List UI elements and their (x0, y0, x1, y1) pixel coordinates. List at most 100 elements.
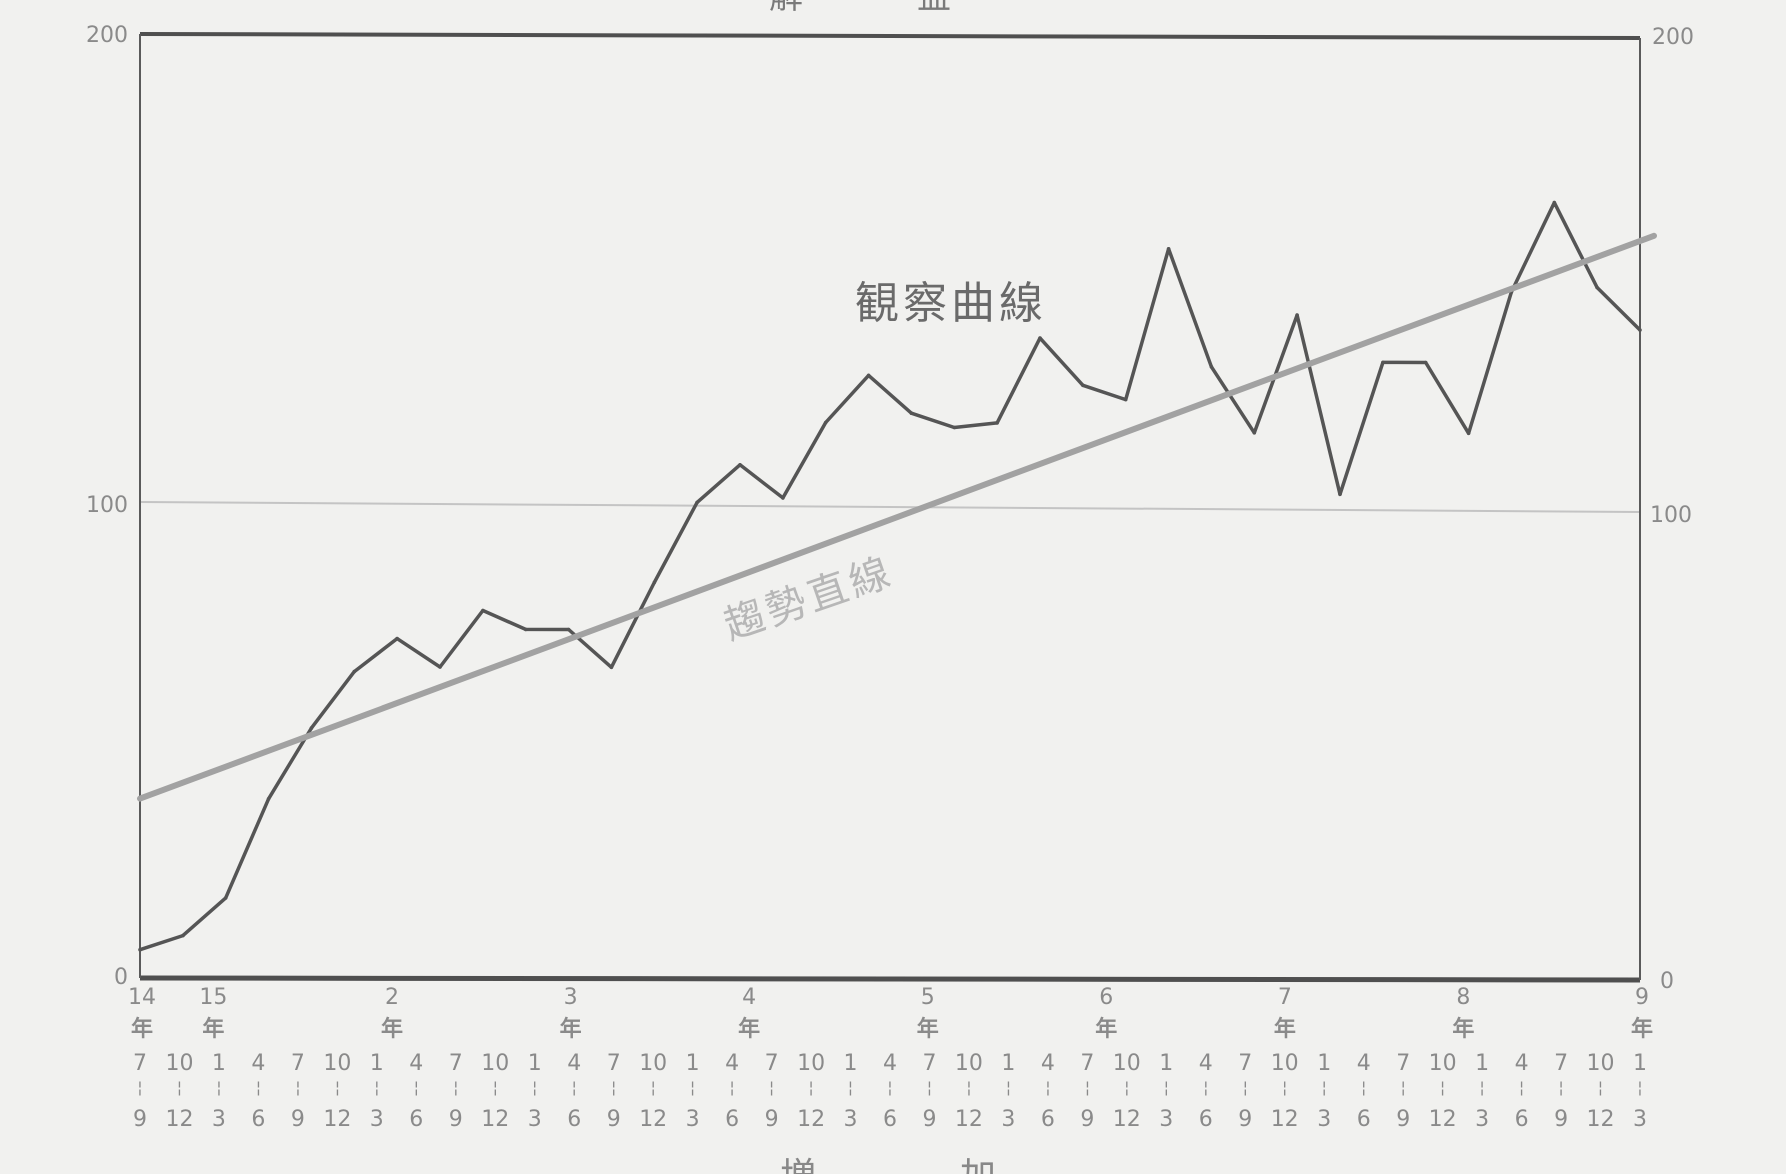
x-quarter-start-label: 1 (1317, 1051, 1331, 1076)
x-quarter-separator: ¦ (729, 1078, 734, 1097)
x-quarter-separator: ¦ (1558, 1078, 1563, 1097)
x-quarter-separator: ¦ (690, 1078, 695, 1097)
x-quarter-end-label: 3 (686, 1107, 700, 1132)
x-quarter-start-label: 7 (765, 1051, 779, 1076)
x-year-label: 5 (921, 985, 935, 1010)
x-quarter-end-label: 9 (449, 1107, 463, 1132)
x-quarter-start-label: 4 (251, 1051, 265, 1076)
x-quarter-start-label: 10 (797, 1051, 825, 1076)
x-quarter-end-label: 9 (133, 1107, 147, 1132)
x-quarter-separator: ¦ (493, 1078, 498, 1097)
x-year-label: 4 (742, 985, 756, 1010)
observed-data-point (266, 797, 271, 801)
x-quarter-end-label: 3 (1633, 1107, 1647, 1132)
x-quarter-start-label: 7 (923, 1051, 937, 1076)
x-quarter-start-label: 1 (1001, 1051, 1015, 1076)
x-quarter-end-label: 6 (883, 1107, 897, 1132)
x-quarter-end-label: 3 (1475, 1107, 1489, 1132)
x-quarter-end-label: 12 (797, 1107, 825, 1132)
x-quarter-separator: ¦ (1519, 1078, 1524, 1097)
plot-frame (139, 32, 1641, 983)
x-quarter-end-label: 6 (1515, 1107, 1529, 1132)
x-quarter-separator: ¦ (1164, 1078, 1169, 1097)
observed-curve-label: 観察曲線 (855, 278, 1047, 329)
x-quarter-separator: ¦ (611, 1078, 616, 1097)
y-tick-label-right: 100 (1650, 503, 1692, 528)
x-quarter-start-label: 10 (955, 1051, 983, 1076)
x-quarter-end-label: 9 (765, 1107, 779, 1132)
x-quarter-start-label: 1 (528, 1051, 542, 1076)
x-year-label: 14 (128, 985, 156, 1010)
y-tick-label: 200 (86, 23, 128, 48)
y-tick-label: 0 (114, 965, 128, 990)
observed-data-point (1595, 285, 1599, 290)
x-quarter-end-label: 3 (370, 1107, 384, 1132)
x-quarter-end-label: 3 (212, 1107, 226, 1132)
x-quarter-end-label: 9 (1396, 1107, 1410, 1132)
observed-data-point (1466, 431, 1471, 436)
x-quarter-start-label: 10 (1429, 1051, 1457, 1076)
x-quarter-separator: ¦ (1045, 1078, 1050, 1097)
x-quarter-start-label: 1 (370, 1051, 384, 1076)
x-quarter-end-label: 9 (923, 1107, 937, 1132)
x-quarter-separator: ¦ (848, 1078, 853, 1097)
x-quarter-end-label: 9 (607, 1107, 621, 1132)
observed-data-point (1081, 383, 1085, 388)
chart-title: 解 益 (769, 0, 991, 17)
x-quarter-end-label: 3 (1001, 1107, 1015, 1132)
x-year-unit-label: 年 (381, 1016, 403, 1042)
trend-line-label: 趨勢直線 (718, 549, 899, 650)
x-quarter-start-label: 4 (409, 1051, 423, 1076)
x-year-label: 15 (199, 985, 227, 1010)
x-year-label: 9 (1635, 985, 1649, 1010)
x-quarter-start-label: 10 (166, 1051, 194, 1076)
x-year-label: 8 (1456, 985, 1470, 1010)
x-quarter-start-label: 1 (844, 1051, 858, 1076)
observed-data-point (309, 726, 314, 730)
observed-data-point (1123, 397, 1128, 402)
x-quarter-end-label: 12 (481, 1107, 509, 1132)
x-quarter-separator: ¦ (335, 1078, 340, 1097)
x-quarter-end-label: 12 (1271, 1107, 1299, 1132)
x-year-unit-label: 年 (202, 1016, 224, 1042)
x-quarter-end-label: 12 (1113, 1107, 1141, 1132)
observed-data-point (395, 636, 399, 641)
x-quarter-end-label: 9 (1080, 1107, 1094, 1132)
observed-data-point (1381, 360, 1385, 365)
observed-data-point (223, 896, 228, 900)
x-quarter-separator: ¦ (1598, 1078, 1603, 1097)
observed-data-point (1638, 328, 1642, 332)
x-quarter-end-label: 3 (844, 1107, 858, 1132)
x-quarter-end-label: 6 (725, 1107, 739, 1132)
observed-data-point (866, 373, 871, 378)
observed-data-point (609, 665, 614, 670)
observed-data-point (181, 933, 185, 938)
x-quarter-separator: ¦ (216, 1078, 221, 1097)
x-quarter-start-label: 7 (291, 1051, 305, 1076)
observed-data-point (1252, 431, 1257, 435)
x-year-label: 7 (1278, 985, 1292, 1010)
x-quarter-end-label: 9 (291, 1107, 305, 1132)
x-quarter-start-label: 4 (1199, 1051, 1213, 1076)
x-quarter-end-label: 9 (1554, 1107, 1568, 1132)
x-quarter-separator: ¦ (374, 1078, 379, 1097)
x-quarter-end-label: 6 (1357, 1107, 1371, 1132)
x-quarter-separator: ¦ (769, 1078, 774, 1097)
x-quarter-end-label: 6 (409, 1107, 423, 1132)
frame-bottom (139, 975, 1641, 983)
observed-data-point (738, 463, 742, 467)
x-quarter-end-label: 6 (251, 1107, 265, 1132)
observed-data-point (823, 420, 828, 425)
x-quarter-start-label: 7 (133, 1051, 147, 1076)
x-quarter-separator: ¦ (1637, 1078, 1642, 1097)
x-axis-title: 増 加 (780, 1156, 1020, 1174)
x-quarter-separator: ¦ (1203, 1078, 1208, 1097)
x-quarter-end-label: 12 (166, 1107, 194, 1132)
observed-data-point (652, 580, 657, 585)
x-year-unit-label: 年 (1274, 1016, 1296, 1042)
observed-data-point (781, 496, 785, 500)
x-axis-labels: 14年15年2年3年4年5年6年7年8年9年7¦910¦121¦34¦67¦91… (128, 985, 1653, 1132)
x-quarter-end-label: 12 (955, 1107, 983, 1132)
x-quarter-separator: ¦ (927, 1078, 932, 1097)
